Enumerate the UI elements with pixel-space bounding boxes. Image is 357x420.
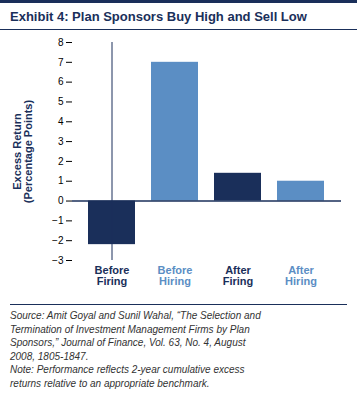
svg-text:7: 7 [58,57,64,68]
svg-text:3: 3 [58,136,64,147]
html-text:Source: Amit Goyal and Sunil W: Source: Amit Goyal and Sunil Wahal, “The… [10,310,261,389]
svg-text:0: 0 [58,195,64,206]
svg-text:2: 2 [58,156,64,167]
html-text:Exhibit 4: Plan Sponsors Buy H: Exhibit 4: Plan Sponsors Buy High and Se… [10,9,307,24]
svg-text:4: 4 [58,116,64,127]
svg-text:AfterFiring: AfterFiring [223,264,254,287]
svg-text:6: 6 [58,76,64,87]
svg-text:BeforeHiring: BeforeHiring [158,264,193,287]
svg-text:8: 8 [58,37,64,48]
svg-text:−1: −1 [52,215,64,226]
svg-text:BeforeFiring: BeforeFiring [95,264,130,287]
svg-text:−2: −2 [52,235,64,246]
svg-text:Excess Return(Percentage Point: Excess Return(Percentage Points) [11,100,34,204]
svg-text:−3: −3 [52,255,64,266]
svg-text:1: 1 [58,175,64,186]
svg-text:5: 5 [58,96,64,107]
svg-text:AfterHiring: AfterHiring [285,264,317,287]
